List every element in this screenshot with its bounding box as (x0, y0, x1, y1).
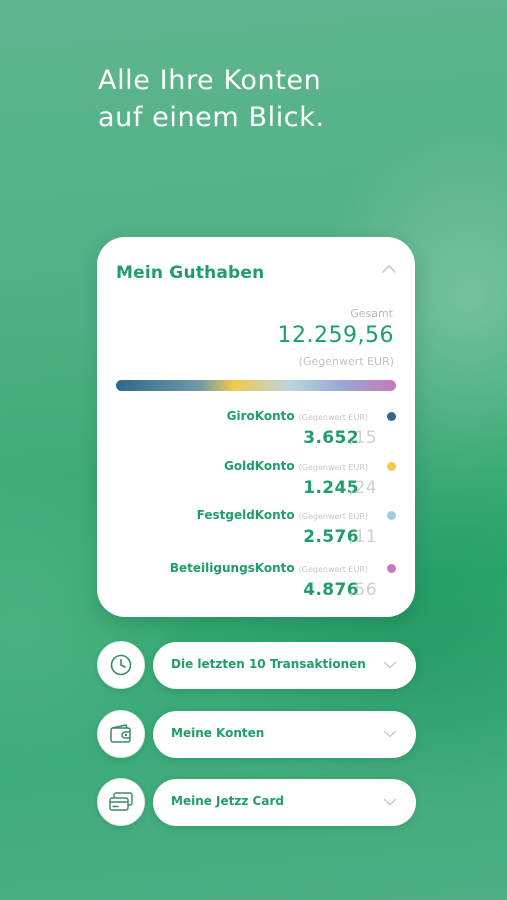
chevron-down-icon (383, 730, 397, 738)
headline-line-1: Alle Ihre Konten (98, 65, 322, 96)
account-color-dot (387, 462, 396, 471)
account-name: FestgeldKonto (196, 508, 295, 522)
card-icon-button[interactable] (97, 778, 145, 826)
card-dropdown-label: Meine Jetzz Card (171, 794, 284, 808)
account-currency-note: (Gegenwert EUR) (298, 463, 368, 472)
account-decimals: ,15 (348, 428, 377, 448)
account-row-gold[interactable]: GoldKonto (Gegenwert EUR) 1.245 ,24 (106, 459, 396, 503)
account-amount: 3.652 (303, 428, 359, 448)
account-amount: 1.245 (303, 478, 359, 498)
account-name: GiroKonto (226, 409, 295, 423)
account-name-row: GiroKonto (Gegenwert EUR) (227, 409, 368, 423)
account-color-dot (387, 564, 396, 573)
wallet-icon (110, 724, 131, 743)
account-currency-note: (Gegenwert EUR) (298, 512, 368, 521)
accounts-icon-button[interactable] (97, 710, 145, 758)
chevron-down-icon (383, 798, 397, 806)
chevron-down-icon (383, 661, 397, 669)
account-row-giro[interactable]: GiroKonto (Gegenwert EUR) 3.652 ,15 (106, 409, 396, 453)
account-color-dot (387, 412, 396, 421)
clock-icon (110, 654, 132, 676)
total-label: Gesamt (350, 307, 393, 320)
account-name: BeteiligungsKonto (169, 561, 295, 575)
account-row-beteiligung[interactable]: BeteiligungsKonto (Gegenwert EUR) 4.876 ,… (106, 561, 396, 605)
accounts-dropdown[interactable]: Meine Konten (153, 711, 416, 758)
account-name-row: FestgeldKonto (Gegenwert EUR) (197, 508, 368, 522)
transactions-icon-button[interactable] (97, 641, 145, 689)
card-icon (109, 792, 133, 811)
account-decimals: ,56 (348, 580, 377, 600)
balance-card: Mein Guthaben Gesamt 12.259,56 (Gegenwer… (97, 237, 415, 617)
account-name: GoldKonto (224, 459, 295, 473)
account-name-row: GoldKonto (Gegenwert EUR) (224, 459, 368, 473)
transactions-dropdown-label: Die letzten 10 Transaktionen (171, 657, 366, 671)
balance-distribution-bar (116, 380, 396, 391)
transactions-dropdown[interactable]: Die letzten 10 Transaktionen (153, 642, 416, 689)
card-title: Mein Guthaben (116, 263, 265, 283)
account-color-dot (387, 511, 396, 520)
chevron-up-icon[interactable] (381, 263, 397, 275)
account-currency-note: (Gegenwert EUR) (298, 413, 368, 422)
account-name-row: BeteiligungsKonto (Gegenwert EUR) (170, 561, 368, 575)
account-decimals: ,11 (348, 527, 377, 547)
account-row-festgeld[interactable]: FestgeldKonto (Gegenwert EUR) 2.576 ,11 (106, 508, 396, 552)
headline: Alle Ihre Konten auf einem Blick. (98, 62, 418, 136)
account-currency-note: (Gegenwert EUR) (298, 565, 368, 574)
total-value: 12.259,56 (277, 323, 394, 348)
account-amount: 4.876 (303, 580, 359, 600)
account-decimals: ,24 (348, 478, 377, 498)
account-amount: 2.576 (303, 527, 359, 547)
card-dropdown[interactable]: Meine Jetzz Card (153, 779, 416, 826)
total-currency-note: (Gegenwert EUR) (298, 355, 394, 368)
accounts-dropdown-label: Meine Konten (171, 726, 265, 740)
headline-line-2: auf einem Blick. (98, 102, 325, 133)
